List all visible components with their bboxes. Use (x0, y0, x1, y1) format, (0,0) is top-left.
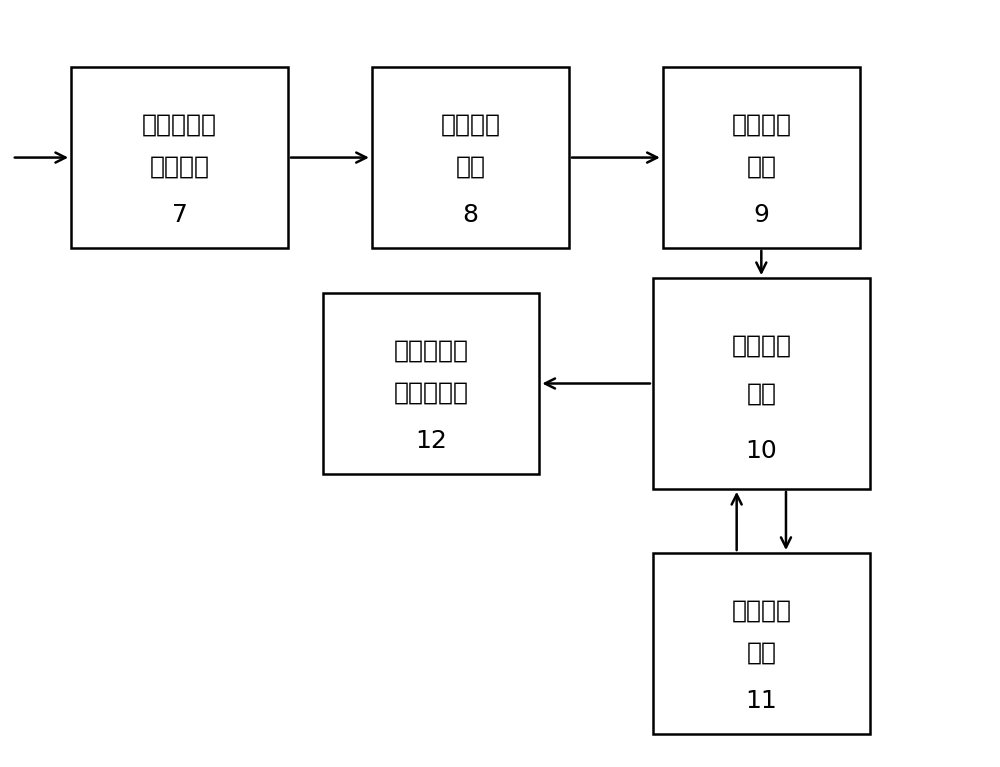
Text: 功率排序: 功率排序 (731, 113, 791, 137)
Text: 12: 12 (415, 430, 447, 453)
Text: 模块: 模块 (455, 155, 485, 179)
Text: 子带分割: 子带分割 (440, 113, 500, 137)
Bar (653, 278, 870, 489)
Text: 8: 8 (462, 203, 478, 227)
Text: 子带陷波: 子带陷波 (731, 334, 791, 357)
Text: 11: 11 (745, 690, 777, 713)
Bar (322, 293, 539, 474)
Text: 陷波增益: 陷波增益 (731, 599, 791, 623)
Text: 逆变换模块: 逆变换模块 (393, 380, 468, 404)
Text: 快速傅里叶: 快速傅里叶 (393, 339, 468, 363)
Text: 变换模块: 变换模块 (150, 155, 210, 179)
Bar (663, 67, 860, 248)
Text: 模块: 模块 (746, 155, 776, 179)
Bar (372, 67, 569, 248)
Text: 10: 10 (745, 439, 777, 463)
Bar (653, 553, 870, 734)
Bar (71, 67, 288, 248)
Text: 快速傅里叶: 快速傅里叶 (142, 113, 217, 137)
Text: 模块: 模块 (746, 640, 776, 664)
Text: 7: 7 (172, 203, 187, 227)
Text: 9: 9 (753, 203, 769, 227)
Text: 模块: 模块 (746, 382, 776, 406)
